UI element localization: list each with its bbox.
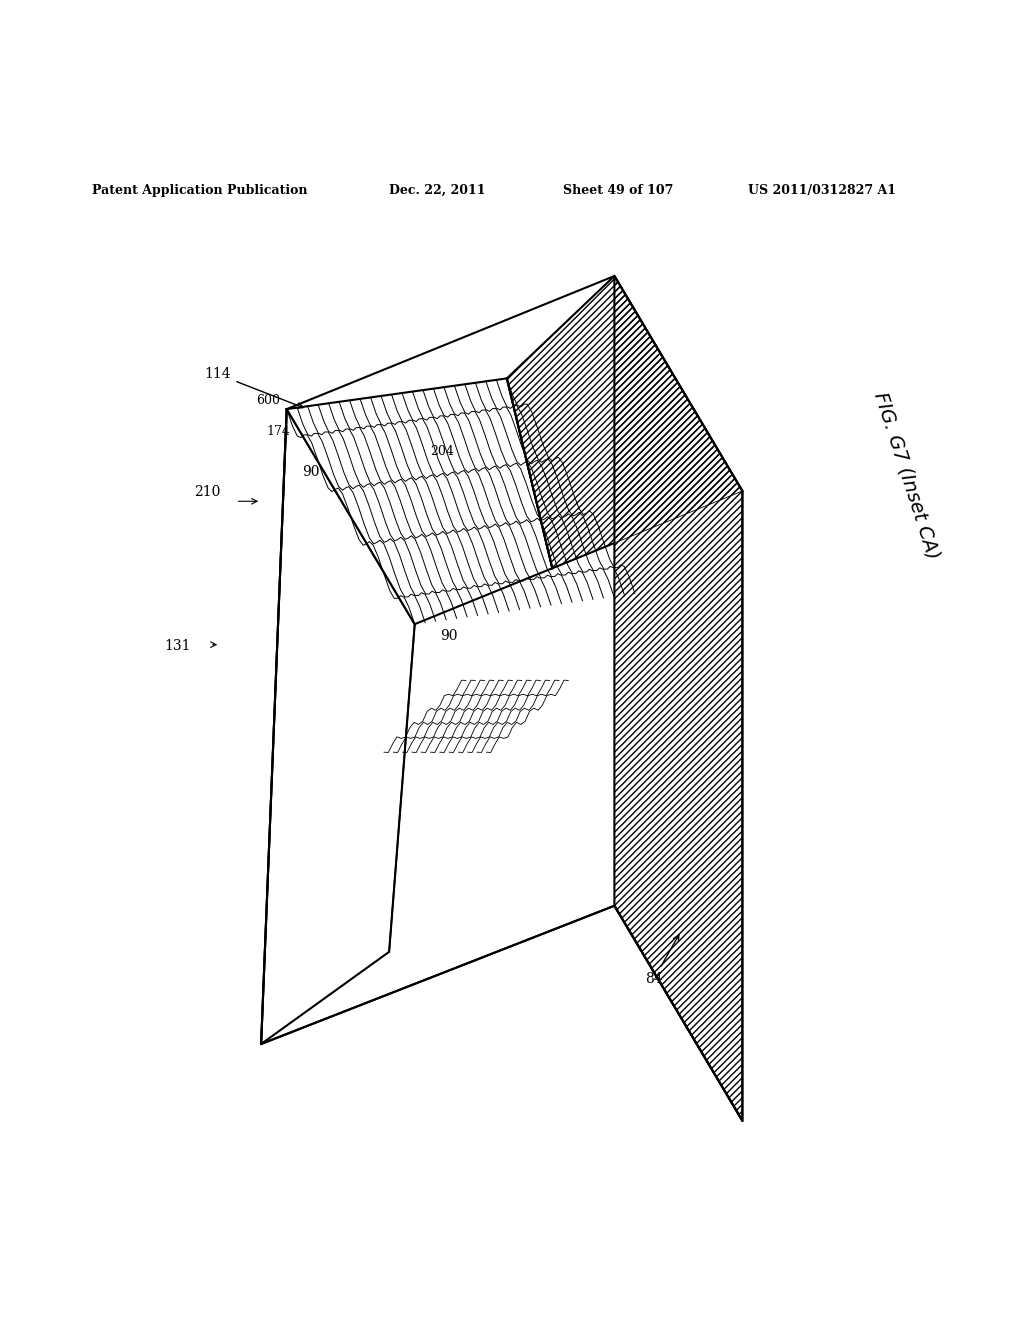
Text: 204: 204 [430,445,454,458]
Text: Dec. 22, 2011: Dec. 22, 2011 [389,183,485,197]
Polygon shape [614,276,742,1121]
Polygon shape [261,409,415,1044]
Text: 210: 210 [195,486,221,499]
Text: 114: 114 [205,367,303,408]
Text: 84: 84 [645,935,679,986]
Polygon shape [507,276,742,568]
Polygon shape [287,379,552,624]
Text: FIG. G7 (Inset CA): FIG. G7 (Inset CA) [870,389,942,562]
Text: 90: 90 [302,465,319,479]
Text: Patent Application Publication: Patent Application Publication [92,183,307,197]
Text: Sheet 49 of 107: Sheet 49 of 107 [563,183,674,197]
Text: 600: 600 [256,393,280,407]
Text: US 2011/0312827 A1: US 2011/0312827 A1 [748,183,896,197]
Text: 131: 131 [164,639,190,653]
Text: 174: 174 [266,425,290,438]
Text: 90: 90 [440,628,458,643]
